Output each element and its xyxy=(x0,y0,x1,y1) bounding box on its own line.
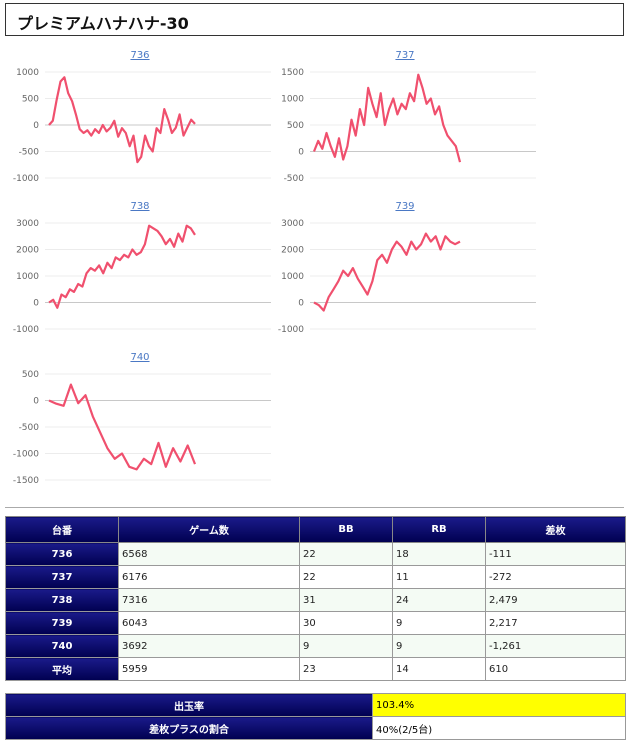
y-tick-label: -500 xyxy=(284,174,305,184)
row-games: 3692 xyxy=(118,634,300,658)
row-diff: -272 xyxy=(485,565,626,589)
y-tick-label: 3000 xyxy=(16,219,39,229)
table-row: 740 3692 9 9 -1,261 xyxy=(5,634,626,658)
y-tick-label: 1000 xyxy=(16,68,39,78)
row-diff: 2,479 xyxy=(485,588,626,612)
y-tick-label: -1500 xyxy=(13,476,39,486)
y-tick-label: 0 xyxy=(298,299,304,309)
y-tick-label: -1000 xyxy=(13,450,39,460)
chart-title-link[interactable]: 737 xyxy=(395,50,415,61)
y-tick-label: -500 xyxy=(19,148,40,158)
row-games: 6568 xyxy=(118,542,300,566)
row-diff: 2,217 xyxy=(485,611,626,635)
chart-svg: 3000 2000 1000 0 -1000 xyxy=(278,219,536,335)
y-tick-label: 0 xyxy=(33,397,39,407)
row-id: 737 xyxy=(5,565,119,589)
chart-title-link[interactable]: 738 xyxy=(130,201,150,212)
y-tick-label: 1500 xyxy=(281,68,304,78)
row-bb: 30 xyxy=(299,611,393,635)
table-row: 739 6043 30 9 2,217 xyxy=(5,611,626,635)
y-tick-label: 2000 xyxy=(16,246,39,256)
payout-label: 出玉率 xyxy=(5,693,373,717)
series-line xyxy=(48,76,196,164)
divider xyxy=(5,507,624,508)
row-id: 739 xyxy=(5,611,119,635)
stats-table: 台番 ゲーム数 BB RB 差枚 736 6568 22 18 -111 737… xyxy=(5,516,626,681)
chart-738: 3000 2000 1000 0 -1000 738 xyxy=(5,201,275,346)
y-tick-label: 500 xyxy=(287,121,304,131)
row-rb: 9 xyxy=(392,634,486,658)
chart-svg: 3000 2000 1000 0 -1000 xyxy=(13,219,271,335)
y-tick-label: 2000 xyxy=(281,246,304,256)
page-title: プレミアムハナハナ-30 xyxy=(17,14,189,33)
row-rb: 9 xyxy=(392,611,486,635)
y-tick-label: 500 xyxy=(22,370,39,380)
table-row: 736 6568 22 18 -111 xyxy=(5,542,626,566)
row-id: 736 xyxy=(5,542,119,566)
row-diff: -1,261 xyxy=(485,634,626,658)
plus-ratio-value: 40%(2/5台) xyxy=(372,716,626,740)
chart-title-link[interactable]: 740 xyxy=(130,352,150,363)
chart-739: 3000 2000 1000 0 -1000 739 xyxy=(270,201,540,346)
row-rb: 24 xyxy=(392,588,486,612)
row-bb: 23 xyxy=(299,657,393,681)
row-id: 740 xyxy=(5,634,119,658)
y-tick-label: -500 xyxy=(19,423,40,433)
header-rb: RB xyxy=(392,516,486,543)
chart-svg: 1500 1000 500 0 -500 xyxy=(281,68,536,184)
header-bb: BB xyxy=(299,516,393,543)
chart-title-link[interactable]: 736 xyxy=(130,50,150,61)
row-games: 6043 xyxy=(118,611,300,635)
chart-svg: 1000 500 0 -500 -1000 xyxy=(13,68,271,184)
payout-value: 103.4% xyxy=(372,693,626,717)
page-title-box: プレミアムハナハナ-30 xyxy=(5,3,624,36)
row-games: 7316 xyxy=(118,588,300,612)
y-tick-label: 0 xyxy=(33,121,39,131)
header-machine-number: 台番 xyxy=(5,516,119,543)
row-id: 平均 xyxy=(5,657,119,681)
row-rb: 11 xyxy=(392,565,486,589)
row-games: 6176 xyxy=(118,565,300,589)
row-games: 5959 xyxy=(118,657,300,681)
summary-table: 出玉率 103.4% 差枚プラスの割合 40%(2/5台) xyxy=(5,693,626,740)
chart-740: 500 0 -500 -1000 -1500 740 xyxy=(5,352,275,497)
row-id: 738 xyxy=(5,588,119,612)
series-line xyxy=(48,383,197,471)
plus-ratio-label: 差枚プラスの割合 xyxy=(5,716,373,740)
y-tick-label: 0 xyxy=(33,299,39,309)
header-diff: 差枚 xyxy=(485,516,626,543)
y-tick-label: 0 xyxy=(298,148,304,158)
row-bb: 22 xyxy=(299,542,393,566)
table-row-average: 平均 5959 23 14 610 xyxy=(5,657,626,681)
series-line xyxy=(48,224,196,309)
row-bb: 31 xyxy=(299,588,393,612)
row-diff: 610 xyxy=(485,657,626,681)
row-bb: 9 xyxy=(299,634,393,658)
series-line xyxy=(312,73,462,163)
series-line xyxy=(313,232,461,312)
chart-737: 1500 1000 500 0 -500 737 xyxy=(270,50,540,195)
y-tick-label: 3000 xyxy=(281,219,304,229)
table-row: 738 7316 31 24 2,479 xyxy=(5,588,626,612)
y-tick-label: 1000 xyxy=(281,95,304,105)
row-rb: 18 xyxy=(392,542,486,566)
y-tick-label: -1000 xyxy=(278,325,304,335)
header-games: ゲーム数 xyxy=(118,516,300,543)
chart-svg: 500 0 -500 -1000 -1500 xyxy=(13,370,271,486)
row-rb: 14 xyxy=(392,657,486,681)
chart-title-link[interactable]: 739 xyxy=(395,201,415,212)
row-bb: 22 xyxy=(299,565,393,589)
y-tick-label: 500 xyxy=(22,95,39,105)
row-diff: -111 xyxy=(485,542,626,566)
y-tick-label: 1000 xyxy=(16,272,39,282)
table-row: 737 6176 22 11 -272 xyxy=(5,565,626,589)
y-tick-label: 1000 xyxy=(281,272,304,282)
y-tick-label: -1000 xyxy=(13,325,39,335)
y-tick-label: -1000 xyxy=(13,174,39,184)
chart-736: 1000 500 0 -500 -1000 736 xyxy=(5,50,275,195)
